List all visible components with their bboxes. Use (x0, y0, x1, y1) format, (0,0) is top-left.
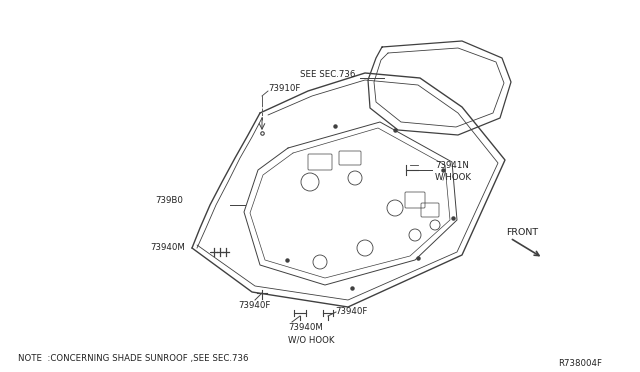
Text: 73940F: 73940F (335, 308, 367, 317)
Text: 739B0: 739B0 (155, 196, 183, 205)
Text: R738004F: R738004F (558, 359, 602, 369)
Text: 73940F: 73940F (238, 301, 270, 311)
Text: 73940M: 73940M (150, 244, 185, 253)
Text: 73910F: 73910F (268, 83, 300, 93)
Text: NOTE  :CONCERNING SHADE SUNROOF ,SEE SEC.736: NOTE :CONCERNING SHADE SUNROOF ,SEE SEC.… (18, 353, 248, 362)
Text: W/O HOOK: W/O HOOK (288, 336, 335, 344)
Text: SEE SEC.736: SEE SEC.736 (300, 70, 355, 78)
Text: 73940M: 73940M (288, 324, 323, 333)
Text: 73941N: 73941N (435, 160, 469, 170)
Text: W/HOOK: W/HOOK (435, 173, 472, 182)
Text: FRONT: FRONT (506, 228, 538, 237)
